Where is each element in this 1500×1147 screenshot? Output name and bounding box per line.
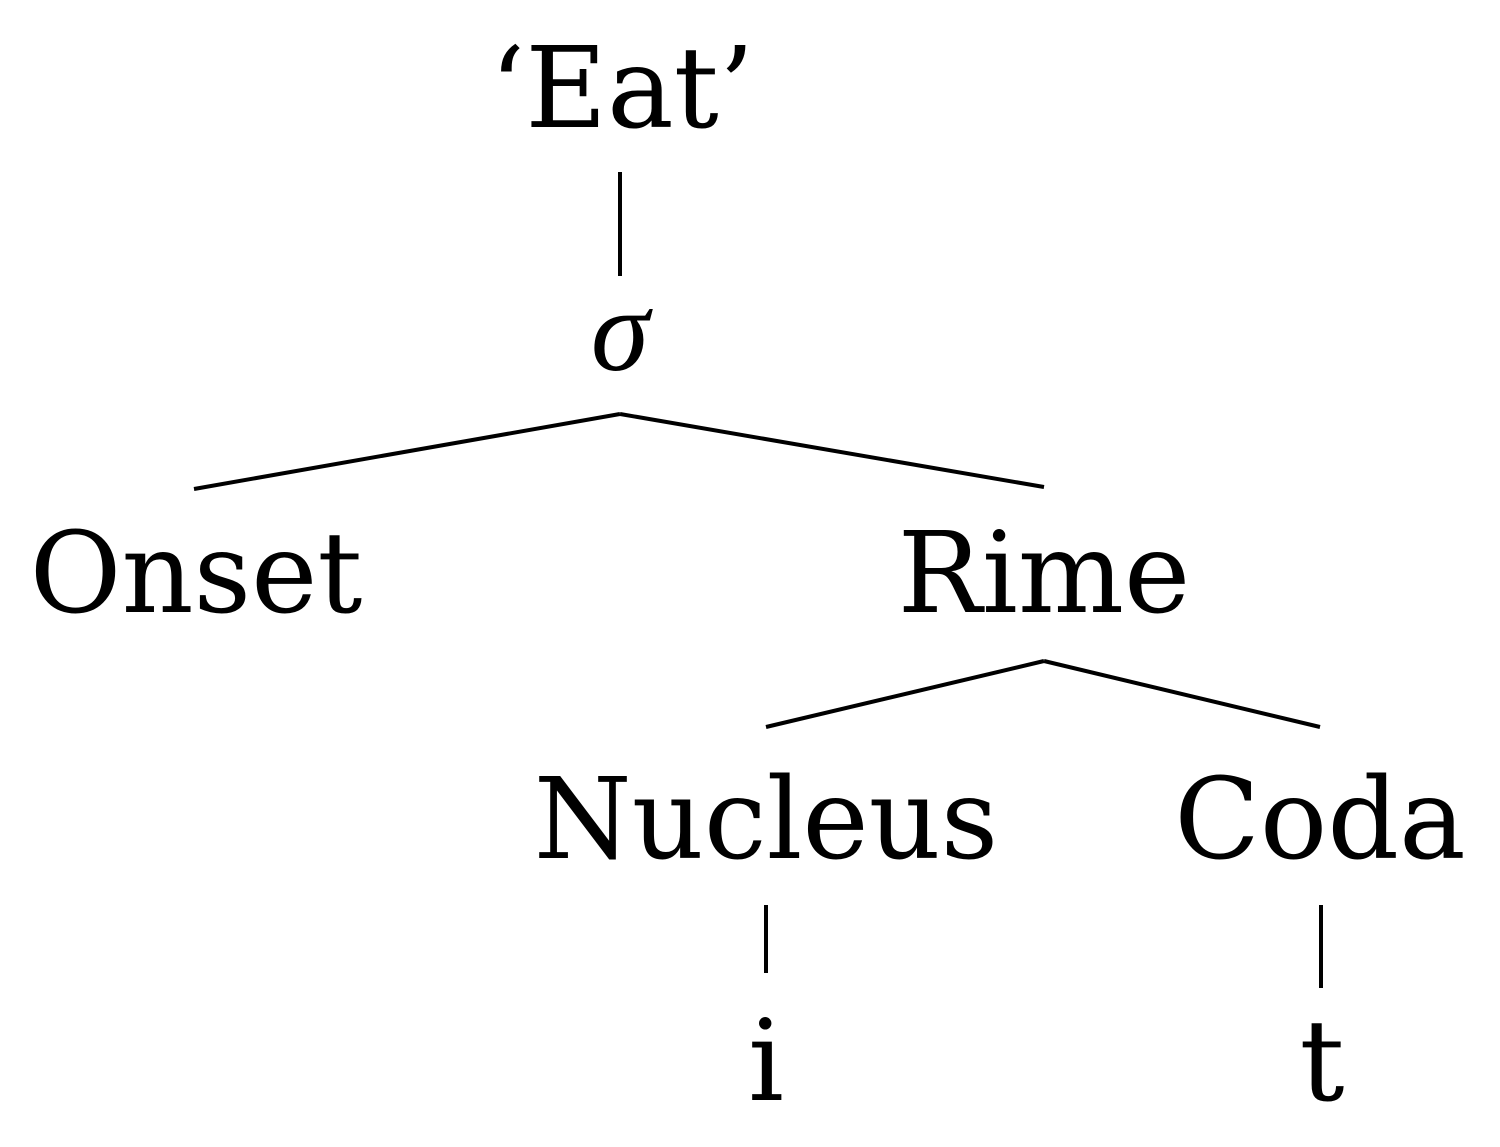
node-syllable: σ xyxy=(591,265,653,396)
node-coda: Coda xyxy=(1174,755,1466,885)
node-word: ‘Eat’ xyxy=(490,24,755,154)
node-segment-i: i xyxy=(748,997,784,1127)
edge-rime-coda xyxy=(1043,659,1321,729)
edge-rime-nucleus xyxy=(765,659,1045,729)
edge-syllable-onset xyxy=(193,412,621,491)
edge-syllable-rime xyxy=(619,412,1045,489)
node-onset: Onset xyxy=(30,509,363,639)
node-nucleus: Nucleus xyxy=(534,755,999,885)
node-segment-t: t xyxy=(1299,997,1344,1127)
node-rime: Rime xyxy=(898,509,1191,639)
